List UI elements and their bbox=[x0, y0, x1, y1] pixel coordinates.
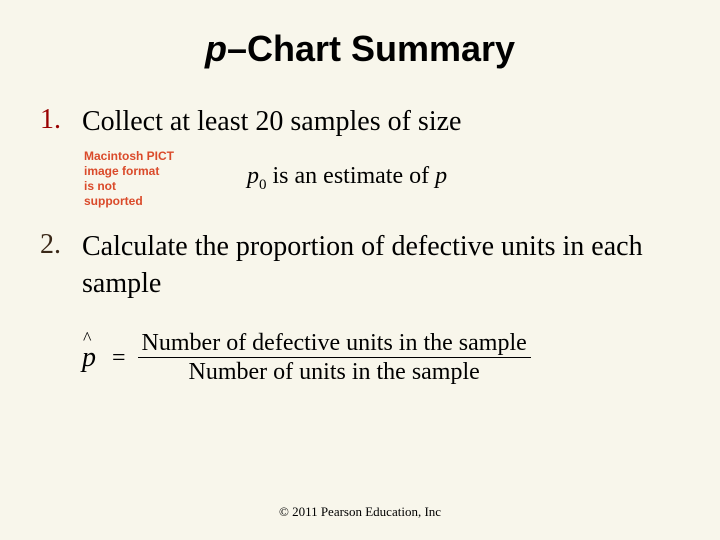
caret-symbol: ^ bbox=[83, 328, 91, 349]
step-1-number: 1. bbox=[40, 104, 82, 140]
title-rest: –Chart Summary bbox=[227, 28, 515, 69]
pict-line-1: Macintosh PICT bbox=[84, 149, 225, 164]
denominator: Number of units in the sample bbox=[189, 358, 480, 386]
title-p-italic: p bbox=[205, 28, 227, 69]
slide-title: p–Chart Summary bbox=[0, 0, 720, 90]
estimate-mid: is an estimate of bbox=[267, 163, 436, 189]
pict-line-2: image format bbox=[84, 164, 225, 179]
step-2-text: Calculate the proportion of defective un… bbox=[82, 229, 680, 302]
formula-row: ^ p = Number of defective units in the s… bbox=[0, 302, 720, 386]
equals-sign: = bbox=[112, 345, 126, 372]
numerator: Number of defective units in the sample bbox=[138, 330, 531, 358]
pict-line-4: supported bbox=[84, 194, 225, 209]
fraction: Number of defective units in the sample … bbox=[138, 330, 531, 386]
step-2-row: 2. Calculate the proportion of defective… bbox=[0, 211, 720, 302]
step-2-number: 2. bbox=[40, 229, 82, 302]
missing-pict-placeholder: Macintosh PICT image format is not suppo… bbox=[82, 146, 225, 211]
p0-var: p bbox=[247, 163, 259, 189]
pict-line-3: is not bbox=[84, 179, 225, 194]
p-var-2: p bbox=[435, 163, 447, 189]
copyright-text: © 2011 Pearson Education, Inc bbox=[0, 504, 720, 520]
step-1-text: Collect at least 20 samples of size bbox=[82, 104, 461, 140]
estimate-text: p0 is an estimate of p bbox=[247, 163, 447, 194]
pict-and-estimate-row: Macintosh PICT image format is not suppo… bbox=[0, 140, 720, 211]
p-hat: ^ p bbox=[82, 342, 100, 374]
sub-zero: 0 bbox=[259, 177, 267, 193]
step-1-row: 1. Collect at least 20 samples of size bbox=[0, 90, 720, 140]
